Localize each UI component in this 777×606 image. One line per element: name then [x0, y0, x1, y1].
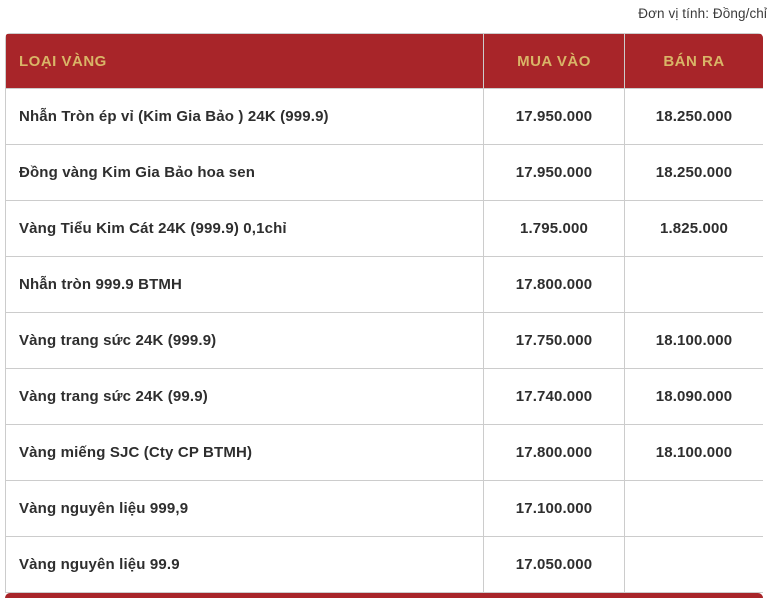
table-row: Vàng miếng SJC (Cty CP BTMH) 17.800.000 … — [5, 424, 763, 481]
buy-price-cell: 1.795.000 — [483, 200, 625, 257]
unit-label: Đơn vị tính: Đồng/chỉ — [638, 6, 767, 21]
sell-price-cell — [624, 256, 763, 313]
table-row: Vàng trang sức 24K (999.9) 17.750.000 18… — [5, 312, 763, 369]
buy-price-cell: 17.050.000 — [483, 536, 625, 593]
buy-price-cell: 17.950.000 — [483, 144, 625, 201]
gold-type-cell: Vàng nguyên liệu 99.9 — [5, 536, 484, 593]
sell-price-cell: 1.825.000 — [624, 200, 763, 257]
sell-price-cell — [624, 536, 763, 593]
gold-type-cell: Đồng vàng Kim Gia Bảo hoa sen — [5, 144, 484, 201]
next-table-header-strip — [5, 593, 763, 598]
table-row: Nhẫn Tròn ép vỉ (Kim Gia Bảo ) 24K (999.… — [5, 88, 763, 145]
gold-type-cell: Vàng miếng SJC (Cty CP BTMH) — [5, 424, 484, 481]
price-table-body: Nhẫn Tròn ép vỉ (Kim Gia Bảo ) 24K (999.… — [5, 88, 763, 593]
buy-price-cell: 17.750.000 — [483, 312, 625, 369]
gold-price-table-wrap: LOẠI VÀNG MUA VÀO BÁN RA Nhẫn Tròn ép vỉ… — [5, 33, 763, 598]
gold-type-cell: Vàng nguyên liệu 999,9 — [5, 480, 484, 537]
gold-type-cell: Vàng trang sức 24K (999.9) — [5, 312, 484, 369]
table-row: Vàng nguyên liệu 99.9 17.050.000 — [5, 536, 763, 593]
table-row: Đồng vàng Kim Gia Bảo hoa sen 17.950.000… — [5, 144, 763, 201]
table-row: Vàng nguyên liệu 999,9 17.100.000 — [5, 480, 763, 537]
table-row: Vàng trang sức 24K (99.9) 17.740.000 18.… — [5, 368, 763, 425]
gold-type-cell: Nhẫn tròn 999.9 BTMH — [5, 256, 484, 313]
column-header-loai-vang: LOẠI VÀNG — [5, 33, 484, 89]
gold-type-cell: Vàng Tiểu Kim Cát 24K (999.9) 0,1chỉ — [5, 200, 484, 257]
sell-price-cell: 18.090.000 — [624, 368, 763, 425]
table-row: Nhẫn tròn 999.9 BTMH 17.800.000 — [5, 256, 763, 313]
gold-price-table: LOẠI VÀNG MUA VÀO BÁN RA Nhẫn Tròn ép vỉ… — [5, 33, 763, 593]
buy-price-cell: 17.740.000 — [483, 368, 625, 425]
sell-price-cell — [624, 480, 763, 537]
buy-price-cell: 17.100.000 — [483, 480, 625, 537]
column-header-mua-vao: MUA VÀO — [483, 33, 625, 89]
buy-price-cell: 17.950.000 — [483, 88, 625, 145]
column-header-ban-ra: BÁN RA — [624, 33, 763, 89]
table-header-row: LOẠI VÀNG MUA VÀO BÁN RA — [5, 33, 763, 89]
gold-type-cell: Nhẫn Tròn ép vỉ (Kim Gia Bảo ) 24K (999.… — [5, 88, 484, 145]
table-row: Vàng Tiểu Kim Cát 24K (999.9) 0,1chỉ 1.7… — [5, 200, 763, 257]
sell-price-cell: 18.250.000 — [624, 144, 763, 201]
gold-type-cell: Vàng trang sức 24K (99.9) — [5, 368, 484, 425]
sell-price-cell: 18.250.000 — [624, 88, 763, 145]
table-clip: LOẠI VÀNG MUA VÀO BÁN RA Nhẫn Tròn ép vỉ… — [5, 33, 763, 593]
buy-price-cell: 17.800.000 — [483, 256, 625, 313]
buy-price-cell: 17.800.000 — [483, 424, 625, 481]
sell-price-cell: 18.100.000 — [624, 424, 763, 481]
sell-price-cell: 18.100.000 — [624, 312, 763, 369]
